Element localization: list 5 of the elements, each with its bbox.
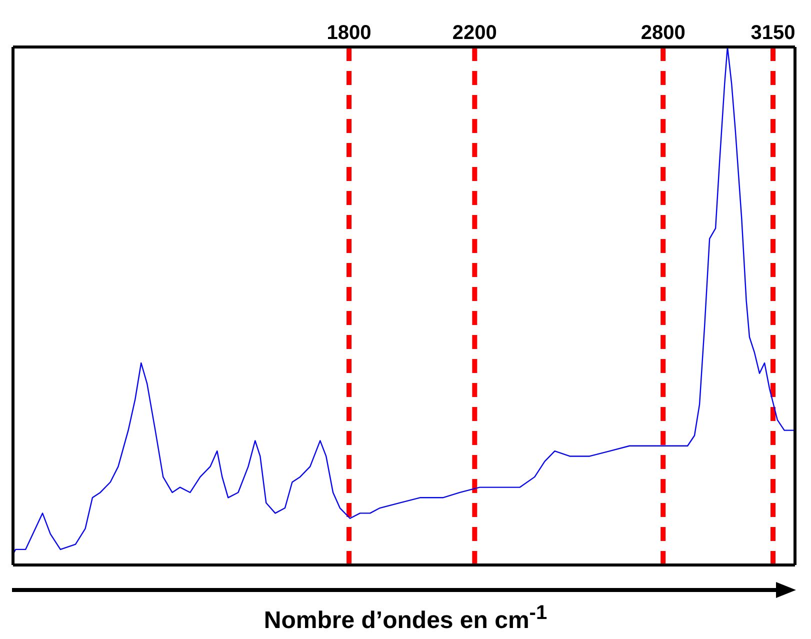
x-axis-title: Nombre d’ondes en cm$^{-1}$ — [262, 601, 548, 634]
x-tick-label: 2800 — [640, 22, 686, 44]
x-tick-label: 2200 — [452, 22, 497, 44]
x-tick-label: 3150 — [750, 22, 796, 44]
x-tick-label: 1800 — [326, 22, 372, 44]
